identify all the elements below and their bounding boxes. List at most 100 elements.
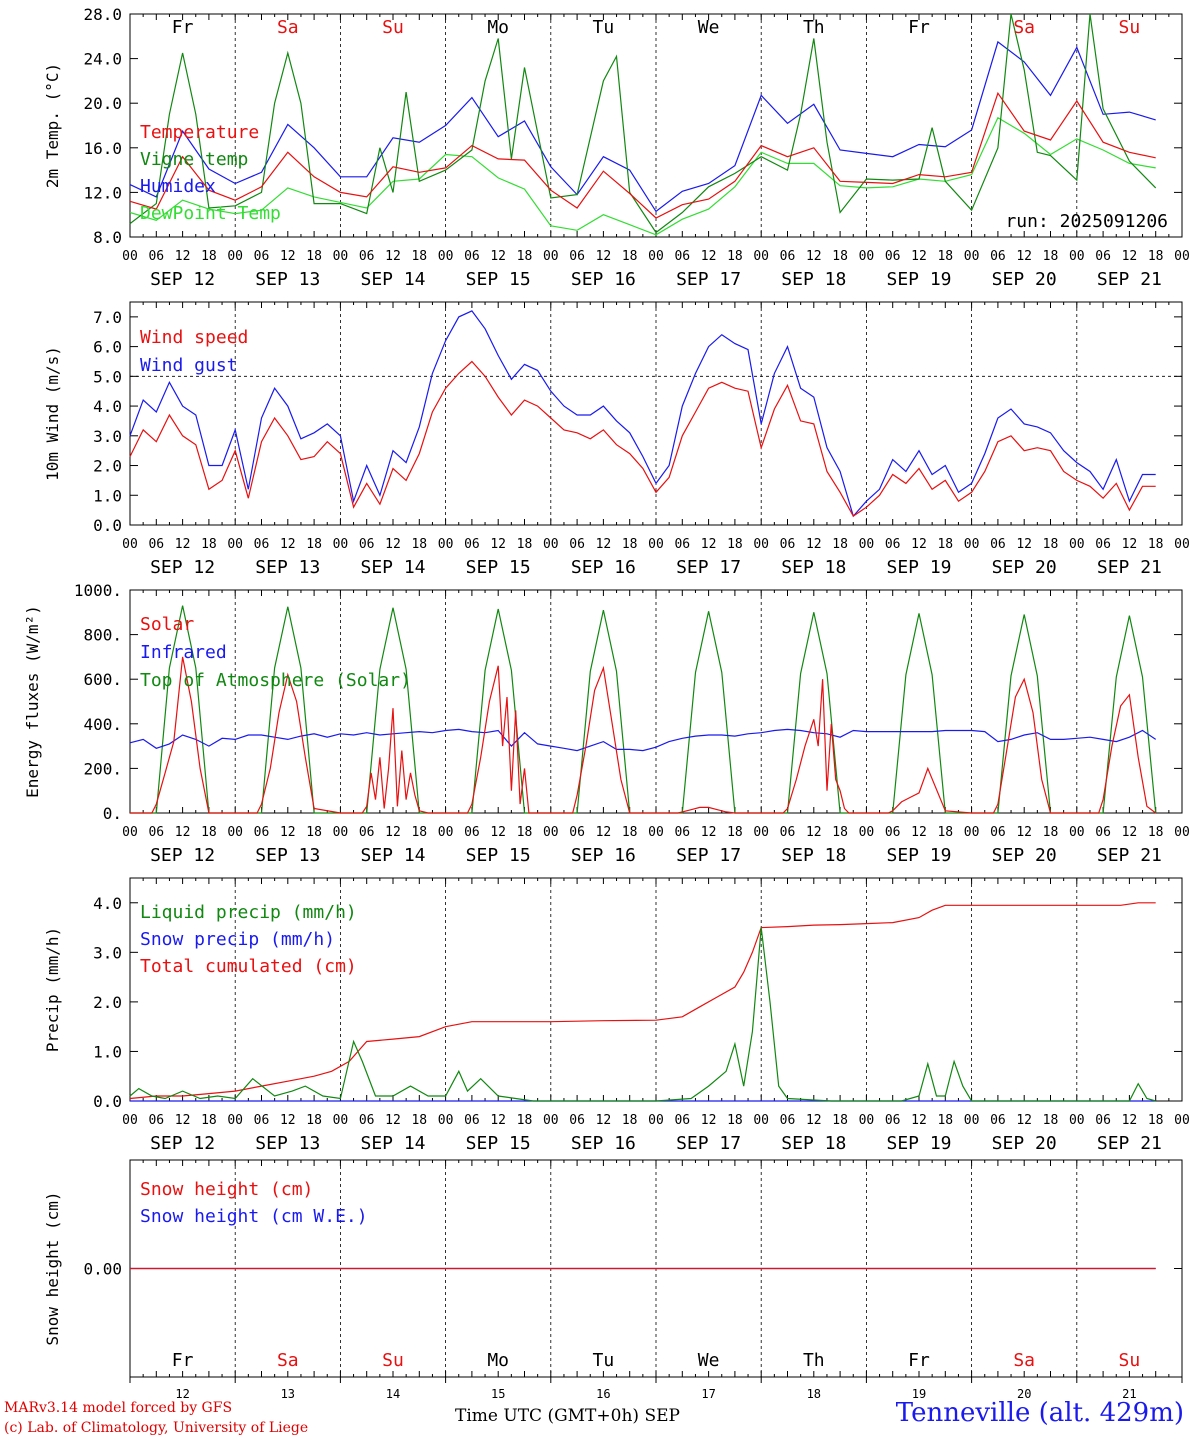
x-hour-label: 00 <box>122 1113 138 1128</box>
x-hour-label: 06 <box>464 249 480 264</box>
x-date-label: SEP 13 <box>255 269 320 290</box>
x-hour-label: 06 <box>254 825 270 840</box>
x-hour-label: 00 <box>438 249 454 264</box>
x-hour-label: 18 <box>306 249 322 264</box>
x-date-label: SEP 19 <box>886 1133 951 1154</box>
x-hour-label: 00 <box>859 537 875 552</box>
x-date-label: SEP 17 <box>676 1133 741 1154</box>
x-hour-label: 12 <box>911 249 927 264</box>
x-hour-label: 12 <box>701 1113 717 1128</box>
x-hour-label: 18 <box>727 537 743 552</box>
x-hour-label: 12 <box>911 1113 927 1128</box>
x-hour-label: 06 <box>1095 537 1111 552</box>
y-tick-label: 0.0 <box>93 516 122 535</box>
x-hour-label: 12 <box>806 537 822 552</box>
x-hour-label: 18 <box>411 1113 427 1128</box>
x-hour-label: 00 <box>227 249 243 264</box>
day-number-label: 16 <box>596 1387 610 1401</box>
x-hour-label: 18 <box>517 1113 533 1128</box>
x-hour-label: 18 <box>1043 825 1059 840</box>
x-hour-label: 18 <box>201 249 217 264</box>
station-name: Tenneville (alt. 429m) <box>895 1398 1184 1428</box>
weekday-label: Mo <box>487 17 509 38</box>
x-hour-label: 06 <box>990 249 1006 264</box>
x-hour-label: 06 <box>780 1113 796 1128</box>
y-tick-label: 0. <box>103 804 122 823</box>
x-hour-label: 12 <box>175 249 191 264</box>
x-hour-label: 18 <box>832 1113 848 1128</box>
y-tick-label: 800. <box>83 626 122 645</box>
x-hour-label: 00 <box>122 825 138 840</box>
legend-entry: DewPoint Temp <box>140 203 281 224</box>
x-hour-label: 00 <box>227 537 243 552</box>
x-hour-label: 12 <box>1016 249 1032 264</box>
x-hour-label: 18 <box>622 537 638 552</box>
x-hour-label: 18 <box>832 537 848 552</box>
y-tick-label: 2.0 <box>93 457 122 476</box>
x-hour-label: 06 <box>569 1113 585 1128</box>
x-hour-label: 18 <box>201 825 217 840</box>
x-hour-label: 00 <box>333 537 349 552</box>
weekday-label: Su <box>1119 17 1141 38</box>
x-hour-label: 00 <box>438 1113 454 1128</box>
legend-entry: Temperature <box>140 122 259 143</box>
day-number-label: 15 <box>491 1387 505 1401</box>
x-hour-label: 12 <box>490 537 506 552</box>
x-hour-label: 18 <box>1043 249 1059 264</box>
x-hour-label: 00 <box>648 1113 664 1128</box>
x-hour-label: 06 <box>1095 825 1111 840</box>
weekday-label: Tu <box>593 1350 615 1371</box>
x-hour-label: 12 <box>385 537 401 552</box>
x-date-label: SEP 15 <box>466 845 531 866</box>
x-hour-label: 12 <box>596 825 612 840</box>
y-tick-label: 3.0 <box>93 427 122 446</box>
x-hour-label: 18 <box>411 825 427 840</box>
y-tick-label: 20.0 <box>83 94 122 113</box>
x-hour-label: 12 <box>490 249 506 264</box>
x-hour-label: 00 <box>1174 1113 1190 1128</box>
y-tick-label: 200. <box>83 759 122 778</box>
x-hour-label: 00 <box>1069 825 1085 840</box>
x-hour-label: 06 <box>148 1113 164 1128</box>
day-number-label: 12 <box>175 1387 189 1401</box>
x-hour-label: 18 <box>832 249 848 264</box>
model-credit: MARv3.14 model forced by GFS <box>4 1400 233 1416</box>
legend-entry: Wind speed <box>140 327 248 348</box>
x-hour-label: 18 <box>727 249 743 264</box>
x-hour-label: 18 <box>1148 1113 1164 1128</box>
y-axis-label: Precip (mm/h) <box>43 927 62 1052</box>
x-hour-label: 00 <box>122 537 138 552</box>
x-date-label: SEP 19 <box>886 845 951 866</box>
y-tick-label: 4.0 <box>93 894 122 913</box>
x-hour-label: 06 <box>359 1113 375 1128</box>
day-number-label: 14 <box>386 1387 400 1401</box>
legend-entry: Vigne temp <box>140 149 248 170</box>
x-hour-label: 06 <box>885 249 901 264</box>
x-hour-label: 18 <box>1148 825 1164 840</box>
x-hour-label: 12 <box>596 1113 612 1128</box>
weekday-label: Su <box>382 1350 404 1371</box>
x-date-label: SEP 17 <box>676 269 741 290</box>
x-hour-label: 12 <box>1122 825 1138 840</box>
legend-entry: Snow precip (mm/h) <box>140 929 335 950</box>
x-hour-label: 12 <box>175 1113 191 1128</box>
x-hour-label: 00 <box>1174 249 1190 264</box>
x-hour-label: 00 <box>964 537 980 552</box>
y-tick-label: 28.0 <box>83 5 122 24</box>
x-hour-label: 00 <box>438 537 454 552</box>
x-date-label: SEP 17 <box>676 557 741 578</box>
x-hour-label: 00 <box>1069 249 1085 264</box>
day-number-label: 20 <box>1017 1387 1031 1401</box>
x-hour-label: 12 <box>1122 249 1138 264</box>
x-hour-label: 12 <box>596 249 612 264</box>
x-hour-label: 00 <box>333 825 349 840</box>
x-date-label: SEP 20 <box>992 845 1057 866</box>
x-hour-label: 18 <box>306 825 322 840</box>
x-hour-label: 00 <box>964 1113 980 1128</box>
x-hour-label: 18 <box>1043 537 1059 552</box>
x-hour-label: 12 <box>701 537 717 552</box>
x-date-label: SEP 14 <box>360 845 425 866</box>
day-number-label: 18 <box>807 1387 821 1401</box>
x-hour-label: 06 <box>674 537 690 552</box>
legend-entry: Snow height (cm W.E.) <box>140 1206 368 1227</box>
